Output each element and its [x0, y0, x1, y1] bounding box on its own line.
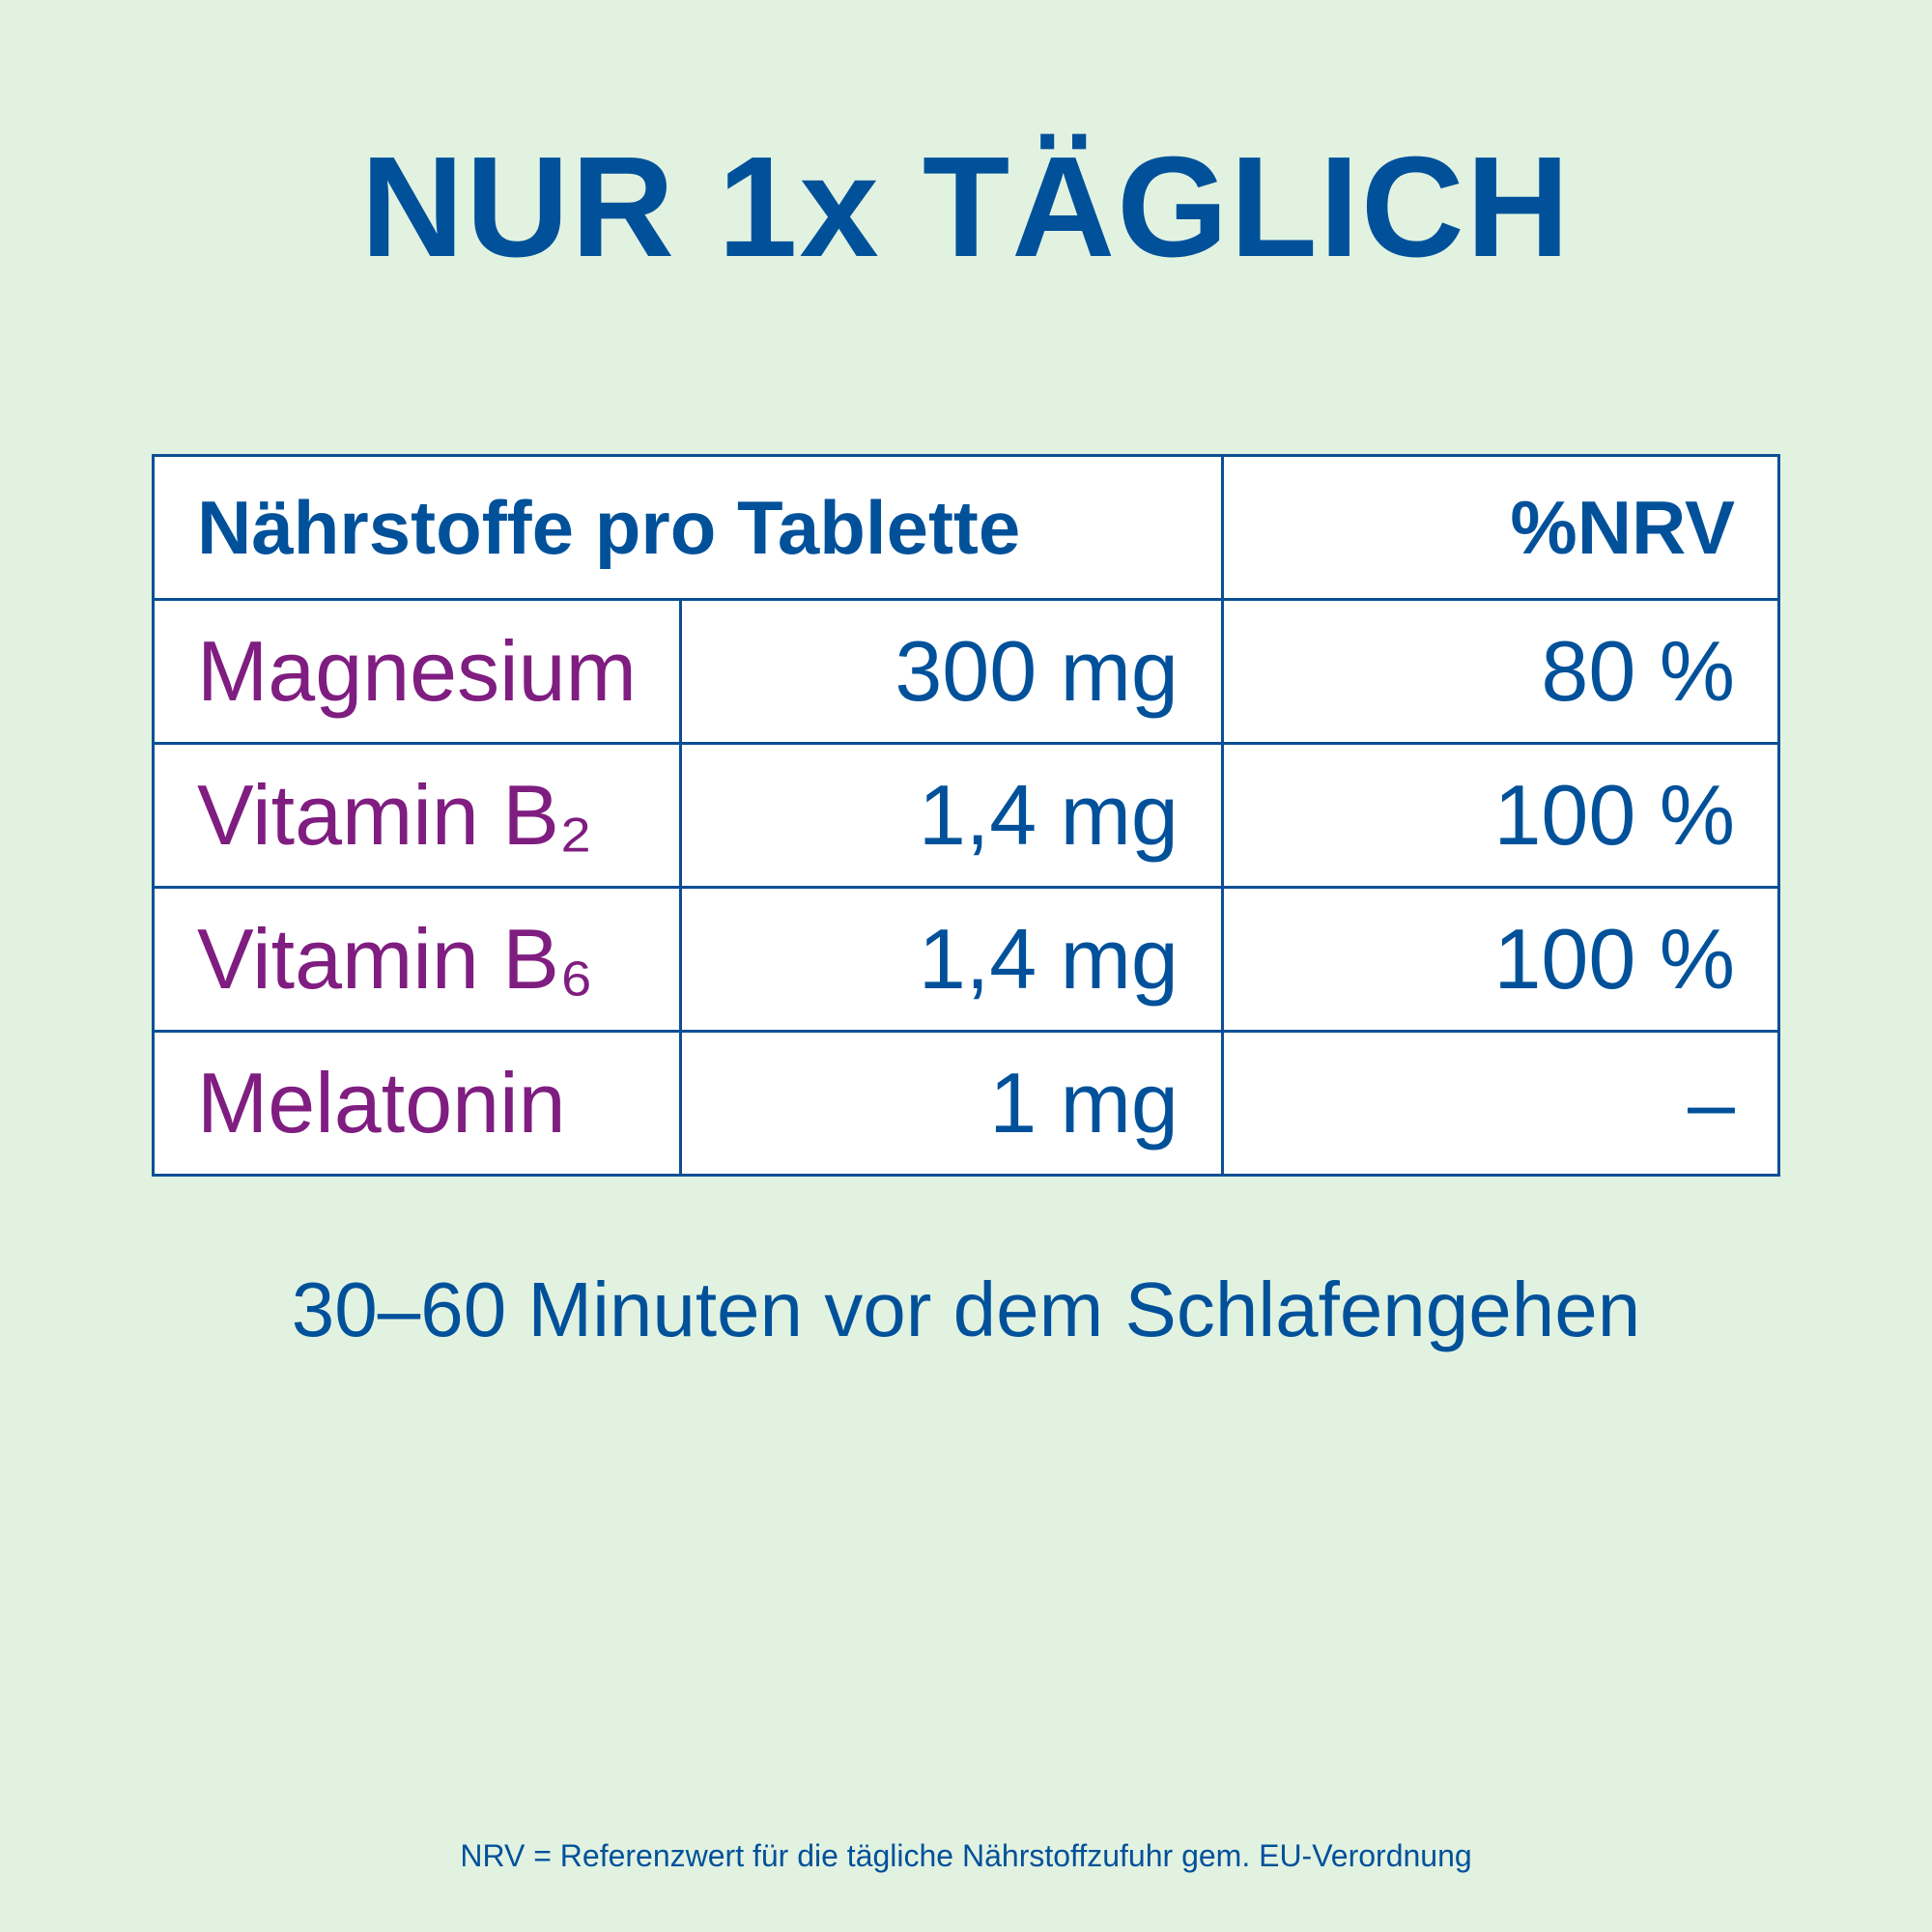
nutrient-amount: 1,4 mg [678, 742, 1224, 889]
header-nutrients: Nährstoffe pro Tablette [152, 454, 1224, 601]
table-row: Vitamin B₂ 1,4 mg 100 % [152, 742, 1781, 889]
table-row: Vitamin B₆ 1,4 mg 100 % [152, 886, 1781, 1033]
nutrient-nrv: 100 % [1220, 742, 1781, 889]
nutrient-name: Vitamin B₆ [152, 886, 682, 1033]
page-title: NUR 1x TÄGLICH [360, 128, 1572, 287]
nutrient-nrv: 100 % [1220, 886, 1781, 1033]
nutrient-name: Magnesium [152, 598, 682, 745]
header-nrv: %NRV [1220, 454, 1781, 601]
nutrition-table: Nährstoffe pro Tablette %NRV Magnesium 3… [152, 454, 1781, 1177]
nutrient-name: Melatonin [152, 1030, 682, 1177]
nutrient-amount: 1 mg [678, 1030, 1224, 1177]
nutrient-nrv: 80 % [1220, 598, 1781, 745]
intake-instruction: 30–60 Minuten vor dem Schlafengehen [291, 1266, 1641, 1352]
nutrient-name: Vitamin B₂ [152, 742, 682, 889]
table-row: Magnesium 300 mg 80 % [152, 598, 1781, 745]
nutrient-nrv: – [1220, 1030, 1781, 1177]
table-row: Melatonin 1 mg – [152, 1030, 1781, 1177]
nutrient-amount: 1,4 mg [678, 886, 1224, 1033]
nutrient-amount: 300 mg [678, 598, 1224, 745]
table-header-row: Nährstoffe pro Tablette %NRV [152, 454, 1781, 601]
footnote: NRV = Referenzwert für die tägliche Nähr… [460, 1838, 1472, 1873]
